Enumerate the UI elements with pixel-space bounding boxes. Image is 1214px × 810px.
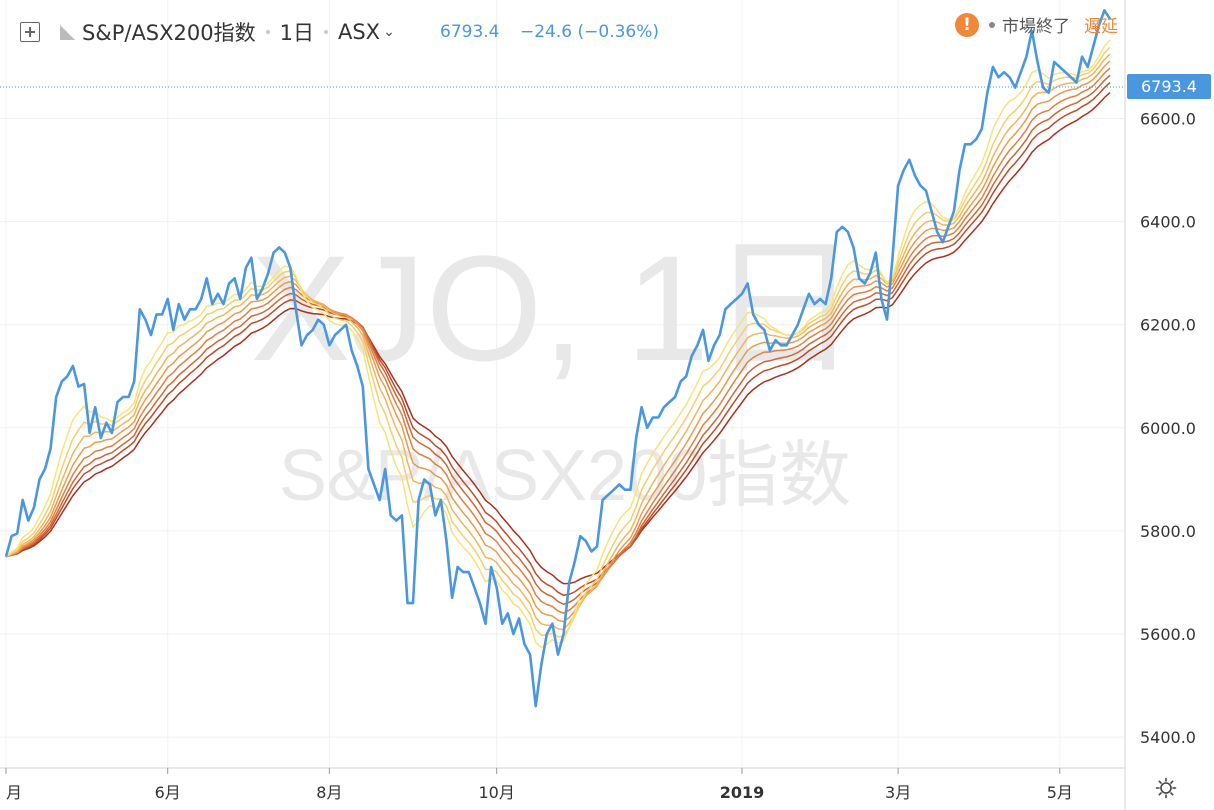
- price-axis[interactable]: 5400.0 5600.0 5800.0 6000.0 6200.0 6400.0 6600…: [1140, 110, 1196, 748]
- gear-icon[interactable]: [1155, 777, 1177, 799]
- ema-line: [5, 74, 1111, 606]
- delayed-label: 遅延: [1084, 17, 1118, 37]
- symbol-name[interactable]: S&P/ASX200指数: [82, 21, 256, 45]
- chart-header: S&P/ASX200指数 1日 ASX ⌄: [20, 14, 395, 50]
- price-series: [4, 9, 1112, 708]
- price-tick-label: 6400.0: [1140, 213, 1196, 232]
- interval-label[interactable]: 1日: [279, 21, 314, 45]
- time-tick-label: 8月: [316, 783, 342, 802]
- price-line: [4, 9, 1112, 708]
- time-tick-label: 月: [6, 783, 22, 802]
- time-tick-label: 6月: [155, 783, 181, 802]
- time-tick-label: 2019: [720, 783, 765, 802]
- ema-line: [5, 46, 1111, 638]
- last-price: 6793.4: [440, 22, 500, 42]
- ema-line: [5, 39, 1111, 649]
- ema-line: [5, 67, 1111, 615]
- exclamation-icon: !: [955, 12, 979, 37]
- ema-line: [5, 91, 1111, 585]
- price-tick-label: 5800.0: [1140, 522, 1196, 541]
- separator-dot: [265, 30, 270, 34]
- price-tick-label: 6200.0: [1140, 316, 1196, 335]
- ema-line: [5, 53, 1111, 631]
- time-tick-label: 5月: [1047, 783, 1073, 802]
- time-tick-label: 3月: [885, 783, 911, 802]
- time-tick-label: 10月: [478, 783, 514, 802]
- price-tick-label: 5600.0: [1140, 625, 1196, 644]
- ema-line: [5, 60, 1111, 623]
- separator-dot: [323, 30, 328, 34]
- price-change: −24.6 (−0.36%): [520, 22, 660, 42]
- plus-square-icon[interactable]: [20, 22, 40, 42]
- chart-grid: [0, 0, 1125, 768]
- price-tick-label: 6600.0: [1140, 110, 1196, 129]
- status-dot: [989, 21, 995, 28]
- market-status[interactable]: ! 市場終了 遅延: [955, 12, 1118, 37]
- watermark-line2: S&P/ASX200指数: [279, 436, 851, 516]
- ema-ribbon: [5, 39, 1111, 649]
- price-tick-label: 6000.0: [1140, 419, 1196, 438]
- chevron-down-icon[interactable]: ⌄: [383, 24, 395, 40]
- ema-line: [5, 82, 1111, 597]
- price-tick-label: 5400.0: [1140, 728, 1196, 747]
- watermark: XJO, 1日 S&P/ASX200指数: [251, 224, 860, 516]
- time-axis[interactable]: 月6月8月10月20193月5月7月: [5, 768, 1214, 802]
- watermark-line1: XJO, 1日: [251, 224, 860, 392]
- last-price-tag: 6793.4: [1127, 74, 1211, 99]
- symbol-flag-icon: [60, 24, 75, 40]
- market-closed-label: 市場終了: [1002, 17, 1070, 37]
- exchange-label[interactable]: ASX: [337, 20, 381, 44]
